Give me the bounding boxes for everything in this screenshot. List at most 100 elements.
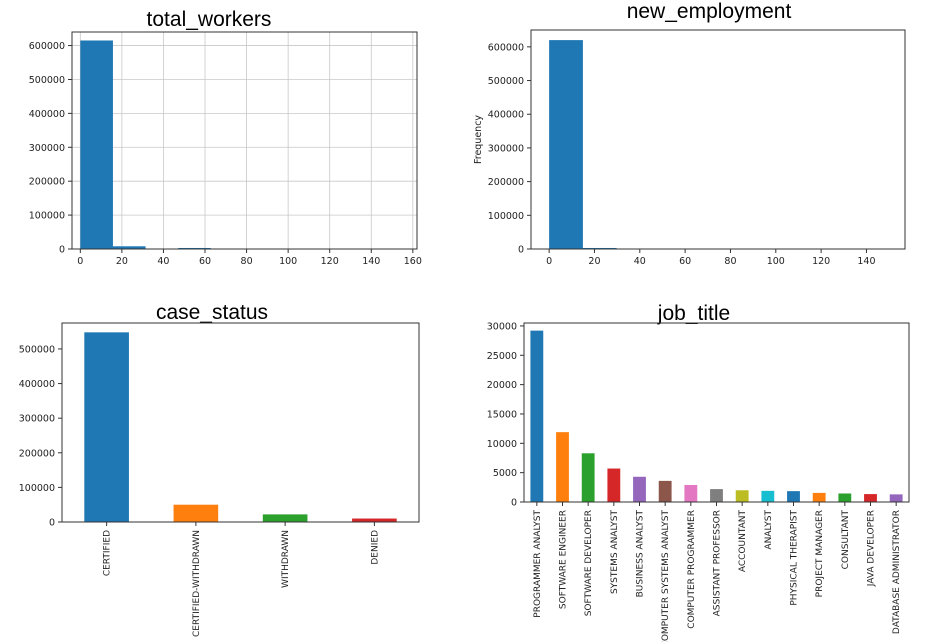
plot-frame bbox=[530, 29, 906, 250]
category-label: PROGRAMMER ANALYST bbox=[533, 510, 543, 618]
category-label: JAVA DEVELOPER bbox=[867, 510, 877, 587]
category-label: PROJECT MANAGER bbox=[815, 510, 825, 597]
x-tick-label: 160 bbox=[404, 256, 422, 267]
x-tick-label: 40 bbox=[634, 256, 646, 267]
chart-total_workers: total_workers 0 20 40 60 80 100 120 140 160 0 10000… bbox=[29, 8, 422, 267]
x-tick-label: 120 bbox=[812, 256, 830, 267]
x-tick-label: 80 bbox=[724, 256, 736, 267]
category-label: COMPUTER PROGRAMMER bbox=[687, 510, 697, 629]
y-tick-label: 30000 bbox=[487, 321, 517, 332]
category-label: ACCOUNTANT bbox=[738, 509, 748, 572]
y-tick-label: 300000 bbox=[19, 414, 55, 425]
histogram-bar bbox=[582, 247, 617, 249]
histogram-bar bbox=[112, 246, 146, 249]
category-label: CONSULTANT bbox=[841, 510, 851, 570]
plot-frame bbox=[61, 322, 420, 523]
y-tick-label: 100000 bbox=[488, 211, 524, 222]
y-tick-label: 0 bbox=[518, 245, 524, 256]
category-label: SOFTWARE ENGINEER bbox=[559, 510, 569, 609]
bar-assistant-professor bbox=[710, 489, 723, 502]
x-tick-label: 120 bbox=[321, 256, 339, 267]
y-tick-label: 200000 bbox=[29, 177, 65, 188]
bar-denied bbox=[352, 518, 397, 522]
chart-case_status: case_status CERTIFIED CERTIFIED-WITHDRAWN W… bbox=[19, 301, 420, 637]
bar-business-analyst bbox=[633, 476, 646, 502]
y-tick-label: 500000 bbox=[29, 75, 65, 86]
y-tick-label: 0 bbox=[49, 518, 55, 529]
bar-consultant bbox=[838, 493, 852, 502]
category-label: COMPUTER SYSTEMS ANALYST bbox=[661, 510, 671, 642]
y-tick-label: 20000 bbox=[487, 380, 517, 391]
x-tick-label: 0 bbox=[77, 256, 83, 267]
y-tick-label: 10000 bbox=[487, 439, 517, 450]
y-tick-label: 0 bbox=[511, 498, 517, 509]
category-label: SYSTEMS ANALYST bbox=[610, 510, 620, 595]
x-tick-label: 0 bbox=[546, 256, 552, 267]
chart-title: new_employment bbox=[627, 0, 792, 23]
y-tick-label: 300000 bbox=[29, 143, 65, 154]
x-tick-label: 60 bbox=[679, 256, 691, 267]
y-tick-label: 300000 bbox=[488, 143, 524, 154]
histogram-bar bbox=[549, 40, 583, 249]
y-tick-label: 100000 bbox=[19, 483, 55, 494]
y-tick-label: 15000 bbox=[487, 409, 517, 420]
y-tick-label: 25000 bbox=[487, 351, 517, 362]
histogram-bar bbox=[178, 247, 211, 249]
x-tick-label: 100 bbox=[767, 256, 785, 267]
bar-analyst bbox=[761, 490, 775, 502]
y-tick-label: 400000 bbox=[488, 110, 524, 121]
histogram-bar bbox=[80, 40, 113, 249]
bar-systems-analyst bbox=[607, 468, 621, 502]
chart-title: case_status bbox=[156, 301, 268, 324]
y-tick-label: 5000 bbox=[493, 468, 517, 479]
category-label: CERTIFIED bbox=[103, 530, 113, 576]
bar-project-manager bbox=[812, 492, 826, 502]
y-tick-label: 600000 bbox=[488, 42, 524, 53]
bar-software-developer bbox=[581, 453, 595, 502]
x-tick-label: 140 bbox=[857, 256, 875, 267]
chart-title: total_workers bbox=[147, 8, 272, 31]
bar-database-administrator bbox=[889, 494, 903, 502]
bar-computer-programmer bbox=[684, 484, 698, 502]
bar-java-developer bbox=[864, 494, 877, 502]
x-tick-label: 20 bbox=[588, 256, 600, 267]
x-tick-label: 100 bbox=[279, 256, 297, 267]
y-tick-label: 500000 bbox=[488, 76, 524, 87]
y-tick-label: 500000 bbox=[19, 344, 55, 355]
chart-new_employment: new_employment Frequency 0 20 40 60 80 100 120 14… bbox=[473, 0, 906, 267]
y-tick-label: 400000 bbox=[19, 379, 55, 390]
category-label: PHYSICAL THERAPIST bbox=[790, 510, 800, 606]
y-axis-label: Frequency bbox=[473, 115, 484, 164]
x-tick-label: 80 bbox=[241, 256, 253, 267]
chart-job_title: job_title PROGRAMMER ANALYST SOFTWARE ENGI… bbox=[487, 302, 910, 642]
category-label: SOFTWARE DEVELOPER bbox=[584, 510, 594, 616]
bar-accountant bbox=[735, 490, 749, 502]
category-label: WITHDRAWN bbox=[281, 530, 291, 588]
bar-software-engineer bbox=[556, 432, 569, 502]
y-tick-label: 600000 bbox=[29, 41, 65, 52]
x-tick-label: 60 bbox=[199, 256, 211, 267]
bar-certified bbox=[84, 332, 129, 522]
x-tick-label: 140 bbox=[362, 256, 380, 267]
bar-programmer-analyst bbox=[530, 330, 544, 502]
category-label: DATABASE ADMINISTRATOR bbox=[892, 510, 902, 634]
y-tick-label: 100000 bbox=[29, 211, 65, 222]
category-label: CERTIFIED-WITHDRAWN bbox=[192, 530, 202, 637]
category-label: ASSISTANT PROFESSOR bbox=[713, 510, 723, 616]
chart-title: job_title bbox=[657, 302, 730, 325]
y-tick-label: 400000 bbox=[29, 109, 65, 120]
bar-physical-therapist bbox=[787, 491, 800, 502]
x-tick-label: 20 bbox=[116, 256, 128, 267]
x-tick-label: 40 bbox=[157, 256, 169, 267]
y-tick-label: 200000 bbox=[488, 177, 524, 188]
plot-frame bbox=[523, 322, 910, 503]
bar-withdrawn bbox=[262, 514, 308, 522]
bar-computer-systems-analyst bbox=[658, 480, 672, 502]
y-tick-label: 0 bbox=[59, 245, 65, 256]
category-label: DENIED bbox=[370, 530, 380, 565]
category-label: ANALYST bbox=[764, 510, 774, 550]
category-label: BUSINESS ANALYST bbox=[636, 510, 646, 598]
plot-frame bbox=[71, 31, 418, 250]
bar-certified-withdrawn bbox=[173, 504, 219, 522]
